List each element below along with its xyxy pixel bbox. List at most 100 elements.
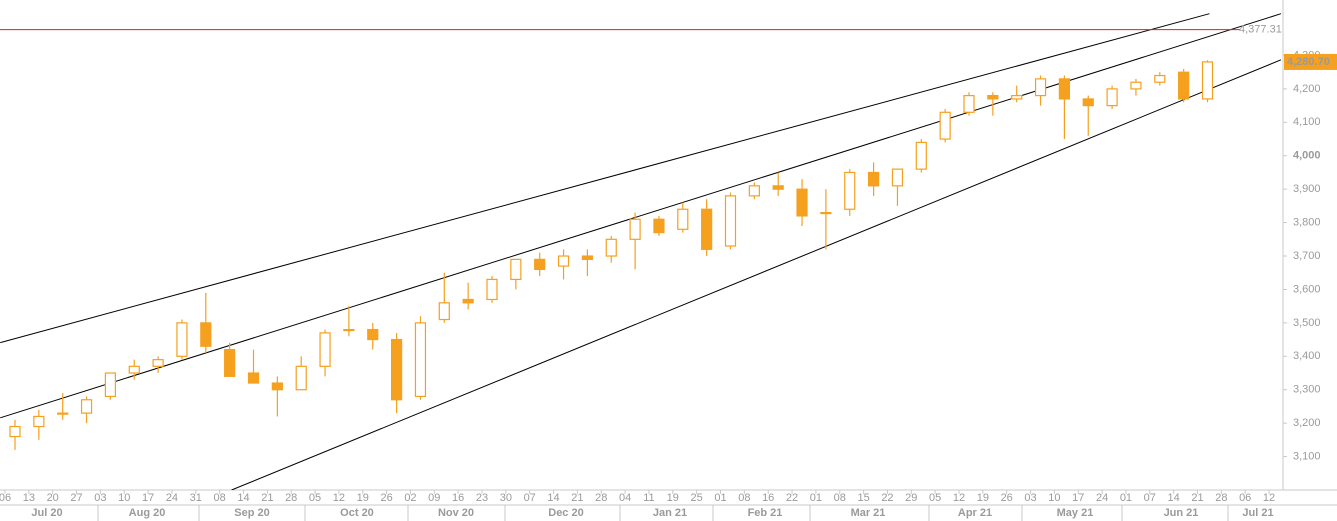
- candle-body: [605, 238, 617, 257]
- y-tick-label: 4,100: [1293, 116, 1321, 128]
- candle-body: [438, 302, 450, 321]
- x-tick-label: 19: [357, 492, 369, 504]
- x-tick-label: 23: [476, 492, 488, 504]
- candle-body: [57, 412, 69, 415]
- candle-body: [247, 372, 260, 384]
- candle-body: [1011, 94, 1023, 100]
- candle-body: [128, 365, 140, 374]
- candle-body: [414, 322, 427, 398]
- trendline: [231, 59, 1282, 490]
- candle-body: [462, 298, 474, 304]
- y-tick-label: 3,400: [1293, 350, 1321, 362]
- x-tick-label: 27: [70, 492, 82, 504]
- x-tick-label: 12: [1263, 492, 1275, 504]
- x-tick-label: 08: [738, 492, 750, 504]
- x-tick-label: 17: [1072, 492, 1084, 504]
- candle-body: [1106, 88, 1118, 107]
- x-tick-label: 06: [1239, 492, 1251, 504]
- candle-body: [867, 171, 880, 187]
- candle-body: [176, 322, 188, 357]
- x-tick-label: 01: [714, 492, 726, 504]
- candle-body: [1154, 74, 1166, 83]
- x-tick-label: 15: [857, 492, 869, 504]
- candle-body: [33, 415, 45, 428]
- x-tick-label: 10: [1048, 492, 1060, 504]
- x-tick-label: 30: [500, 492, 512, 504]
- x-tick-label: 17: [142, 492, 154, 504]
- candle-body: [724, 195, 737, 247]
- x-tick-label: 20: [47, 492, 59, 504]
- x-tick-label: 24: [166, 492, 178, 504]
- plot-area: [0, 13, 1282, 490]
- candle-body: [224, 349, 236, 377]
- x-tick-label: 31: [190, 492, 202, 504]
- candle-body: [748, 185, 760, 197]
- candle-body: [80, 399, 93, 414]
- candle-body: [1130, 81, 1142, 90]
- candle-body: [1034, 78, 1047, 97]
- month-label: Mar 21: [851, 507, 886, 519]
- x-tick-label: 06: [0, 492, 11, 504]
- x-tick-label: 24: [1096, 492, 1108, 504]
- month-label: Oct 20: [340, 507, 374, 519]
- candle-body: [271, 382, 283, 391]
- x-tick-label: 16: [762, 492, 774, 504]
- y-tick-label: 3,300: [1293, 384, 1321, 396]
- candle-body: [9, 425, 21, 438]
- x-tick-label: 22: [881, 492, 893, 504]
- y-tick-label: 3,500: [1293, 317, 1321, 329]
- candle-body: [1058, 78, 1071, 100]
- candle-body: [939, 111, 951, 140]
- x-tick-label: 08: [834, 492, 846, 504]
- candle-body: [677, 208, 689, 230]
- candle-body: [1082, 98, 1094, 107]
- month-label: Sep 20: [234, 507, 269, 519]
- x-tick-label: 28: [595, 492, 607, 504]
- candle-body: [844, 171, 856, 210]
- x-tick-label: 21: [261, 492, 273, 504]
- candle-body: [581, 255, 594, 260]
- candle-body: [152, 359, 164, 367]
- month-label: Aug 20: [129, 507, 166, 519]
- month-label: Jan 21: [653, 507, 687, 519]
- candle-body: [820, 211, 832, 215]
- y-tick-label: 4,200: [1293, 83, 1321, 95]
- trendline: [0, 13, 1210, 344]
- x-tick-label: 26: [380, 492, 392, 504]
- x-tick-label: 07: [524, 492, 536, 504]
- x-tick-label: 21: [1191, 492, 1203, 504]
- y-tick-label: 3,600: [1293, 283, 1321, 295]
- x-tick-label: 14: [547, 492, 559, 504]
- x-tick-label: 22: [786, 492, 798, 504]
- candle-body: [987, 94, 999, 100]
- candle-body: [510, 258, 522, 281]
- candle-body: [1201, 61, 1214, 100]
- y-tick-label: 3,200: [1293, 417, 1321, 429]
- month-label: Feb 21: [748, 507, 783, 519]
- candle-body: [343, 328, 355, 332]
- reference-label: 4,377.31: [1239, 24, 1282, 36]
- last-price-box: [1284, 53, 1337, 70]
- y-tick-label: 3,100: [1293, 450, 1321, 462]
- candle-body: [557, 255, 570, 267]
- x-tick-label: 03: [94, 492, 106, 504]
- x-tick-label: 13: [23, 492, 35, 504]
- month-label: Dec 20: [548, 507, 583, 519]
- x-tick-label: 08: [214, 492, 226, 504]
- x-tick-label: 05: [929, 492, 941, 504]
- candle-body: [486, 278, 498, 301]
- candle-body: [772, 185, 784, 190]
- month-label: Jun 21: [1164, 507, 1199, 519]
- y-tick-label: 3,900: [1293, 183, 1321, 195]
- month-label: May 21: [1057, 507, 1094, 519]
- x-tick-label: 07: [1144, 492, 1156, 504]
- candle-body: [104, 372, 117, 398]
- candle-body: [915, 141, 927, 170]
- candle-body: [534, 258, 546, 270]
- x-tick-label: 14: [1168, 492, 1180, 504]
- candle-body: [701, 208, 713, 250]
- y-tick-label: 4,000: [1293, 150, 1321, 162]
- x-tick-label: 09: [428, 492, 440, 504]
